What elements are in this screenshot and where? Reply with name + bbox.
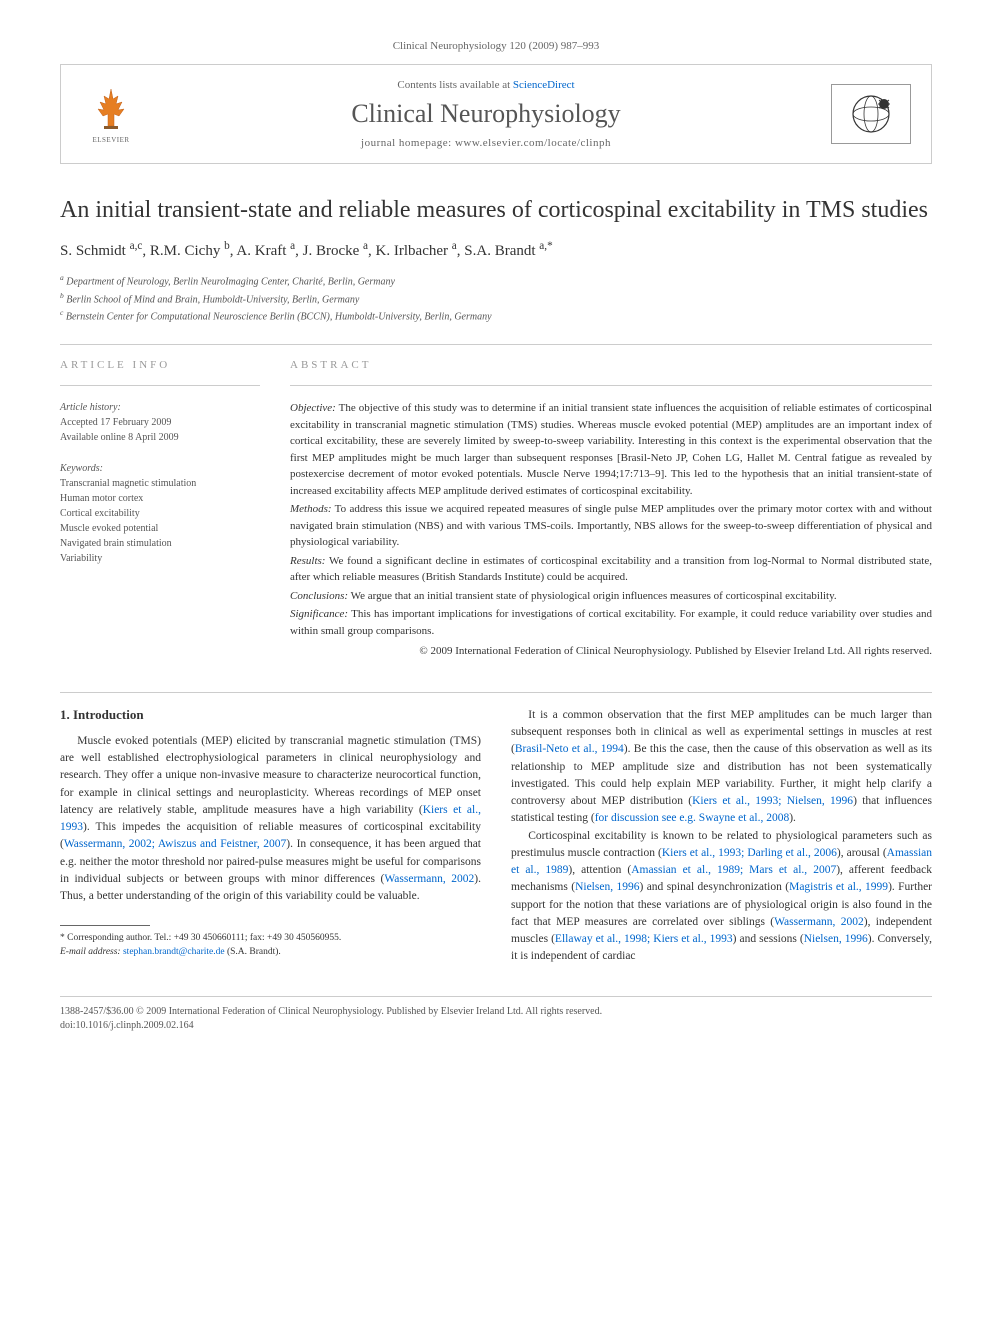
intro-heading: 1. Introduction bbox=[60, 707, 481, 723]
conclusions-text: We argue that an initial transient state… bbox=[351, 590, 837, 602]
contents-prefix: Contents lists available at bbox=[397, 79, 512, 91]
affiliation: c Bernstein Center for Computational Neu… bbox=[60, 307, 932, 324]
abstract-column: ABSTRACT Objective: The objective of thi… bbox=[290, 359, 932, 662]
divider bbox=[60, 692, 932, 693]
journal-globe-icon bbox=[849, 92, 894, 137]
objective-text: The objective of this study was to deter… bbox=[290, 402, 932, 497]
methods-label: Methods: bbox=[290, 503, 332, 515]
journal-name: Clinical Neurophysiology bbox=[141, 99, 831, 129]
elsevier-label: ELSEVIER bbox=[92, 136, 129, 144]
body-left-column: 1. Introduction Muscle evoked potentials… bbox=[60, 707, 481, 966]
keyword: Cortical excitability bbox=[60, 506, 260, 521]
keywords-block: Keywords: Transcranial magnetic stimulat… bbox=[60, 461, 260, 566]
affiliation: a Department of Neurology, Berlin NeuroI… bbox=[60, 272, 932, 289]
footnote-block: * Corresponding author. Tel.: +49 30 450… bbox=[60, 932, 481, 959]
footnote-separator bbox=[60, 925, 150, 926]
affiliation-text: Department of Neurology, Berlin NeuroIma… bbox=[66, 277, 395, 288]
divider bbox=[290, 385, 932, 386]
corresponding-text: Tel.: +49 30 450660111; fax: +49 30 4505… bbox=[154, 933, 341, 943]
significance-text: This has important implications for inve… bbox=[290, 608, 932, 637]
journal-cover-logo bbox=[831, 84, 911, 144]
email-link[interactable]: stephan.brandt@charite.de bbox=[123, 947, 225, 957]
affiliation-text: Bernstein Center for Computational Neuro… bbox=[66, 311, 492, 322]
conclusions-label: Conclusions: bbox=[290, 590, 348, 602]
body-text: Muscle evoked potentials (MEP) elicited … bbox=[60, 733, 481, 906]
header-citation: Clinical Neurophysiology 120 (2009) 987–… bbox=[60, 40, 932, 52]
email-label: E-mail address: bbox=[60, 947, 121, 957]
keyword: Navigated brain stimulation bbox=[60, 536, 260, 551]
elsevier-tree-icon bbox=[86, 84, 136, 134]
journal-homepage: journal homepage: www.elsevier.com/locat… bbox=[141, 137, 831, 149]
header-center: Contents lists available at ScienceDirec… bbox=[141, 79, 831, 149]
affiliations-block: a Department of Neurology, Berlin NeuroI… bbox=[60, 272, 932, 324]
elsevier-logo: ELSEVIER bbox=[81, 79, 141, 149]
corresponding-label: * Corresponding author. bbox=[60, 933, 152, 943]
keywords-label: Keywords: bbox=[60, 461, 260, 476]
issn-line: 1388-2457/$36.00 © 2009 International Fe… bbox=[60, 1005, 932, 1019]
doi-line: doi:10.1016/j.clinph.2009.02.164 bbox=[60, 1019, 932, 1033]
info-heading: ARTICLE INFO bbox=[60, 359, 260, 371]
keyword: Muscle evoked potential bbox=[60, 521, 260, 536]
history-label: Article history: bbox=[60, 400, 260, 415]
accepted-date: Accepted 17 February 2009 bbox=[60, 415, 260, 430]
contents-line: Contents lists available at ScienceDirec… bbox=[141, 79, 831, 91]
significance-label: Significance: bbox=[290, 608, 348, 620]
keyword: Human motor cortex bbox=[60, 491, 260, 506]
abstract-copyright: © 2009 International Federation of Clini… bbox=[290, 643, 932, 660]
objective-label: Objective: bbox=[290, 402, 336, 414]
results-text: We found a significant decline in estima… bbox=[290, 555, 932, 584]
divider bbox=[60, 344, 932, 345]
affiliation-text: Berlin School of Mind and Brain, Humbold… bbox=[66, 294, 359, 305]
methods-text: To address this issue we acquired repeat… bbox=[290, 503, 932, 548]
keyword: Variability bbox=[60, 551, 260, 566]
abstract-heading: ABSTRACT bbox=[290, 359, 932, 371]
email-who: (S.A. Brandt). bbox=[227, 947, 281, 957]
divider bbox=[60, 385, 260, 386]
article-info-column: ARTICLE INFO Article history: Accepted 1… bbox=[60, 359, 260, 662]
sciencedirect-link[interactable]: ScienceDirect bbox=[513, 79, 575, 91]
body-text: It is a common observation that the firs… bbox=[511, 707, 932, 966]
homepage-prefix: journal homepage: bbox=[361, 137, 455, 149]
available-date: Available online 8 April 2009 bbox=[60, 430, 260, 445]
body-right-column: It is a common observation that the firs… bbox=[511, 707, 932, 966]
abstract-text: Objective: The objective of this study w… bbox=[290, 400, 932, 660]
keyword: Transcranial magnetic stimulation bbox=[60, 476, 260, 491]
homepage-url[interactable]: www.elsevier.com/locate/clinph bbox=[455, 137, 611, 149]
results-label: Results: bbox=[290, 555, 325, 567]
article-title: An initial transient-state and reliable … bbox=[60, 194, 932, 226]
history-block: Article history: Accepted 17 February 20… bbox=[60, 400, 260, 445]
authors-line: S. Schmidt a,c, R.M. Cichy b, A. Kraft a… bbox=[60, 240, 932, 260]
affiliation: b Berlin School of Mind and Brain, Humbo… bbox=[60, 290, 932, 307]
journal-header-box: ELSEVIER Contents lists available at Sci… bbox=[60, 64, 932, 164]
bottom-line: 1388-2457/$36.00 © 2009 International Fe… bbox=[60, 996, 932, 1033]
body-columns: 1. Introduction Muscle evoked potentials… bbox=[60, 707, 932, 966]
